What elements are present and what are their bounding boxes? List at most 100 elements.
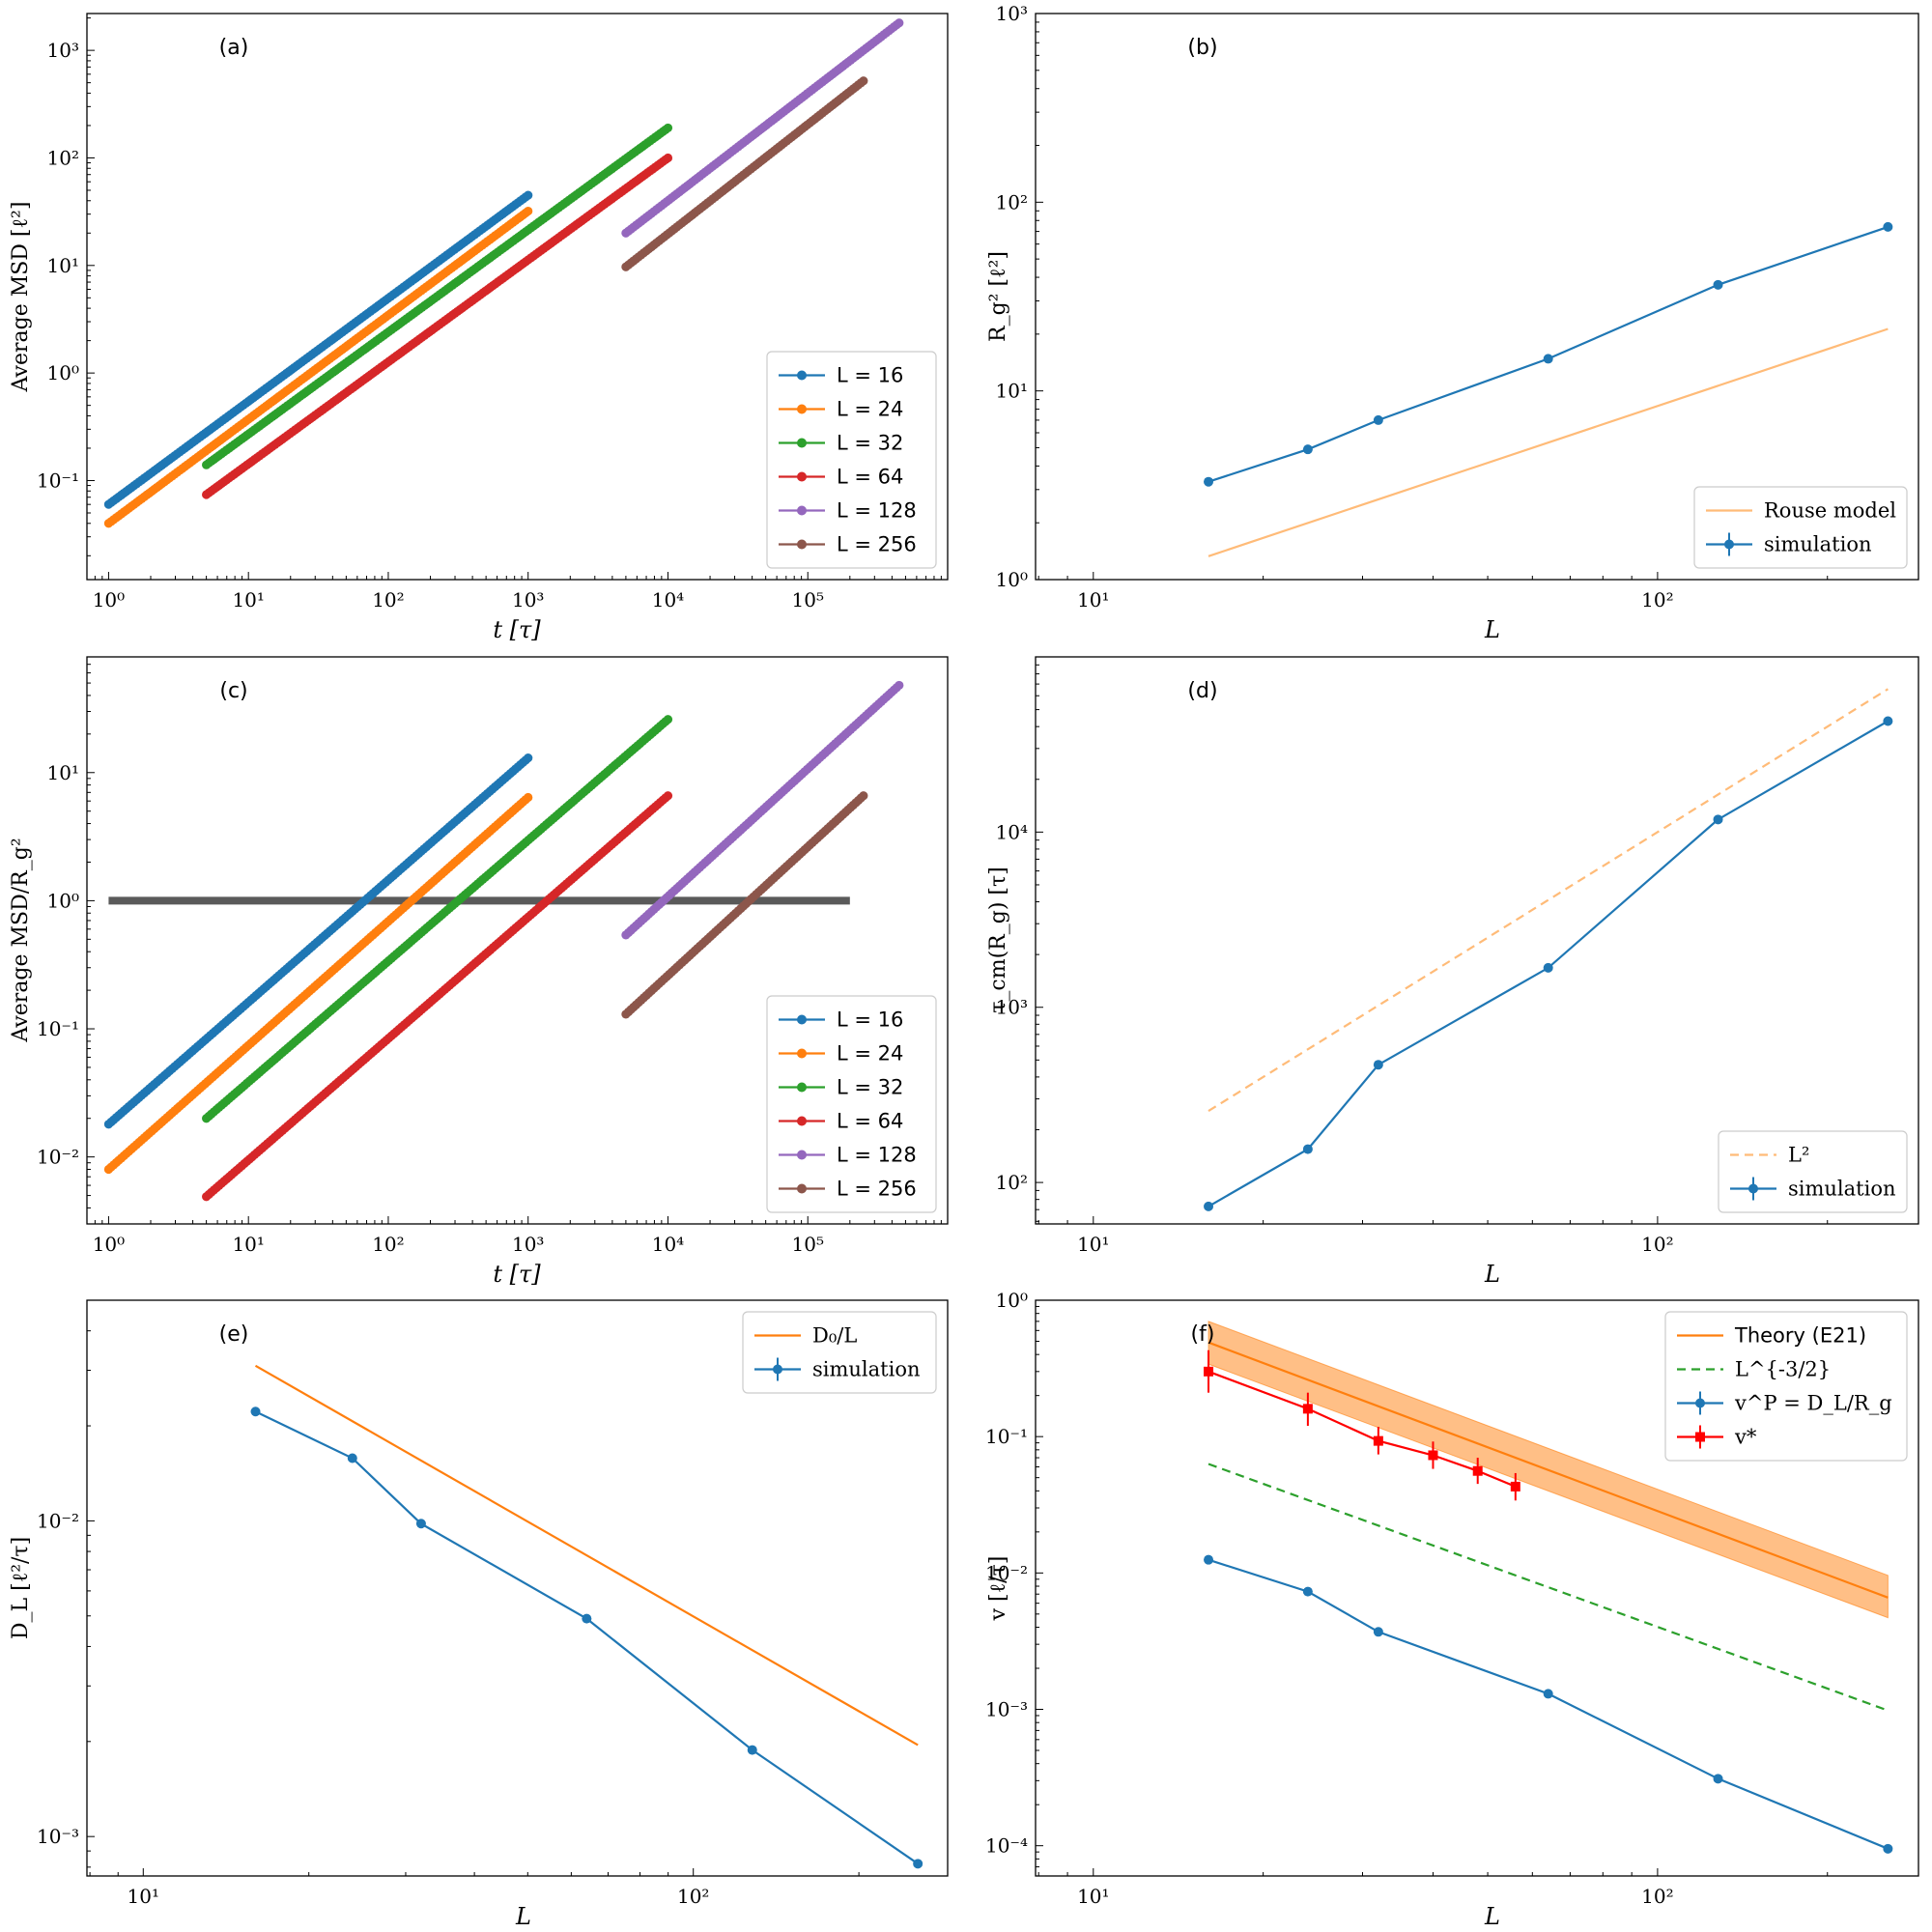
data-point (1204, 1366, 1214, 1377)
panel-c-frame (86, 656, 949, 1225)
legend-marker (797, 1014, 807, 1025)
y-tick-label: 10³ (996, 996, 1028, 1019)
y-tick-label: 10⁻³ (985, 1698, 1028, 1721)
panel-b-xlabel: L (1484, 616, 1500, 643)
data-point (1883, 716, 1893, 726)
data-point (1713, 1774, 1723, 1784)
legend-label: simulation (1788, 1178, 1896, 1201)
panel-c-label: (c) (219, 679, 247, 703)
data-point (663, 123, 673, 133)
data-point (415, 1519, 426, 1529)
legend-label: L = 256 (837, 1178, 917, 1201)
legend-label: Theory (E21) (1734, 1324, 1866, 1348)
data-point (859, 76, 868, 86)
x-tick-label: 10¹ (128, 1885, 159, 1908)
series-e-1-line (255, 1410, 919, 1865)
panel-a-xlabel: t [τ] (493, 616, 541, 643)
legend-marker (797, 1048, 807, 1059)
panel-c-plot (103, 680, 904, 1202)
y-tick-label: 10⁰ (996, 568, 1028, 591)
legend-label: simulation (812, 1358, 921, 1381)
series-e-0-line (254, 1364, 919, 1747)
data-point (1302, 1586, 1313, 1597)
data-point (1883, 1843, 1893, 1854)
panel-d-frame (1035, 656, 1919, 1225)
panel-d: 10¹ 10² 10² 10³ 10⁴ (d) L τ_cm(R_g) [τ] L² si… (986, 656, 1919, 1288)
y-tick-label: 10³ (996, 2, 1028, 25)
panel-d-plot (1204, 688, 1893, 1211)
panel-d-xlabel: L (1484, 1261, 1500, 1288)
y-tick-label: 10⁻¹ (37, 1017, 79, 1040)
panel-d-legend: L² simulation (1718, 1130, 1908, 1213)
x-tick-label: 10⁵ (792, 1233, 824, 1256)
data-point (1373, 1627, 1383, 1637)
legend-label: L² (1788, 1144, 1809, 1167)
data-point (582, 1613, 592, 1624)
legend-box (1693, 486, 1908, 569)
legend-label: L = 16 (837, 364, 903, 387)
y-tick-label: 10¹ (996, 380, 1028, 403)
panel-f-plot (1204, 1321, 1893, 1854)
legend-marker (797, 1116, 807, 1126)
legend-label: L = 128 (837, 499, 917, 523)
panel-e-legend: D₀/L simulation (742, 1311, 937, 1394)
panel-e-axes: 10¹ 10² 10⁻³ 10⁻² (37, 1330, 860, 1908)
legend-marker (797, 505, 807, 516)
panel-a-label: (a) (219, 36, 249, 60)
series-f-3-line (1208, 1370, 1517, 1488)
y-tick-label: 10² (47, 146, 79, 169)
panel-e-ylabel: D_L [ℓ²/τ] (9, 1537, 33, 1639)
x-tick-label: 10² (1641, 588, 1673, 611)
legend-marker (797, 471, 807, 482)
panel-c-ylabel: Average MSD/R_g² (9, 838, 33, 1042)
y-tick-label: 10³ (47, 39, 79, 62)
legend-label: L = 32 (837, 432, 903, 455)
legend-label: L = 128 (837, 1144, 917, 1167)
series-d-1-line (1208, 720, 1889, 1208)
data-point (347, 1453, 357, 1463)
y-tick-label: 10¹ (47, 761, 79, 784)
data-point (250, 1406, 261, 1417)
legend-marker (797, 1150, 807, 1160)
y-tick-label: 10² (996, 190, 1028, 213)
data-point (1373, 1435, 1383, 1446)
panel-f-label: (f) (1191, 1322, 1215, 1347)
legend-label: L = 16 (837, 1009, 903, 1032)
data-point (913, 1859, 923, 1869)
data-point (895, 680, 904, 691)
data-point (1373, 414, 1383, 425)
panel-b-legend: Rouse model simulation (1693, 486, 1908, 569)
panel-a-axes: 10⁰ 10¹ 10² 10³ 10⁴ 10⁵ 10⁻¹ 10⁰ 10¹ 10² 10³ (37, 17, 942, 611)
panel-f-legend: Theory (E21) L^{-3/2} v^P = D_L/R_g v* (1664, 1311, 1908, 1462)
data-point (1510, 1481, 1520, 1492)
legend-label: L = 24 (837, 1042, 903, 1065)
x-tick-label: 10² (1641, 1233, 1673, 1256)
data-point (895, 18, 904, 28)
x-tick-label: 10² (677, 1885, 709, 1908)
data-point (524, 792, 533, 803)
data-point (524, 206, 533, 216)
panel-a: 10⁰ 10¹ 10² 10³ 10⁴ 10⁵ 10⁻¹ 10⁰ 10¹ 10² 10³ (a) t… (9, 13, 949, 643)
panel-b: 10¹ 10² 10⁰ 10¹ 10² 10³ (b) L R_g² [ℓ²] Rouse… (986, 2, 1919, 643)
y-tick-label: 10¹ (47, 254, 79, 277)
panel-f-xlabel: L (1484, 1903, 1500, 1930)
y-tick-label: 10⁰ (996, 1289, 1028, 1312)
y-tick-label: 10⁴ (996, 820, 1028, 843)
data-point (663, 791, 673, 801)
x-tick-label: 10⁰ (93, 588, 125, 611)
legend-marker (797, 404, 807, 414)
legend-label: v* (1734, 1426, 1757, 1449)
panel-b-ylabel: R_g² [ℓ²] (986, 251, 1010, 342)
y-tick-label: 10⁰ (47, 889, 79, 912)
legend-marker (797, 370, 807, 381)
panel-b-plot (1204, 221, 1893, 557)
series-b-0-line (1208, 327, 1889, 557)
legend-marker (797, 1082, 807, 1093)
panel-d-ylabel: τ_cm(R_g) [τ] (986, 867, 1010, 1013)
panel-f-ylabel: v [ℓ/τ] (986, 1556, 1010, 1622)
x-tick-label: 10⁴ (652, 1233, 684, 1256)
x-tick-label: 10¹ (232, 1233, 264, 1256)
series-b-1-line (1208, 225, 1889, 483)
data-point (1543, 354, 1553, 364)
panel-c-legend: L = 16 L = 24 L = 32 L = 64 L = 128 L = 256 (766, 995, 937, 1213)
